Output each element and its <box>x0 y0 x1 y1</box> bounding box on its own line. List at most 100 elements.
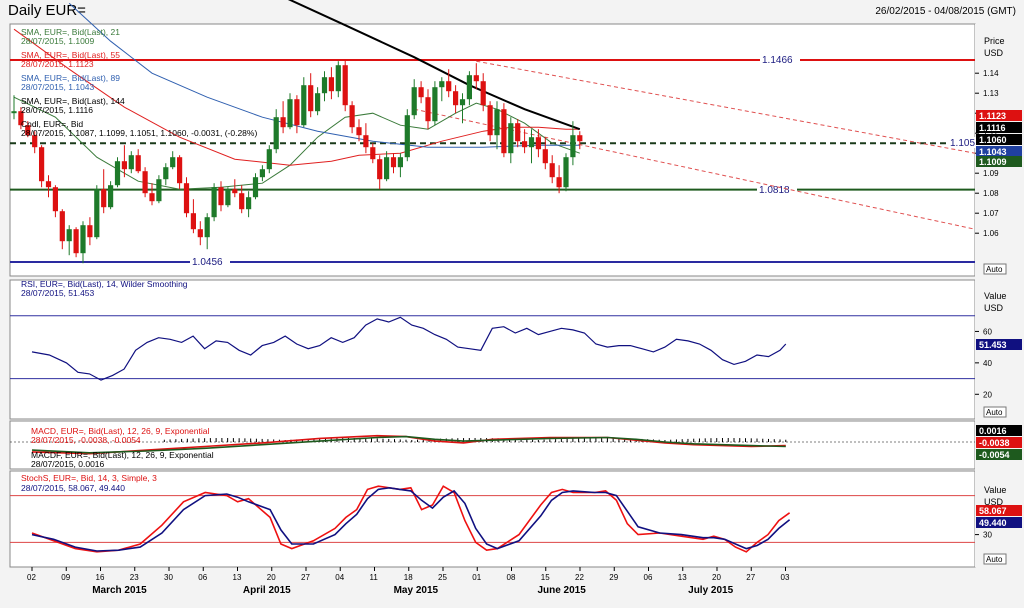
candle <box>87 225 93 238</box>
stoch-axis-unit: USD <box>984 497 1004 507</box>
candle <box>142 171 148 194</box>
price-badge <box>976 156 1022 167</box>
candle <box>321 77 328 94</box>
candle <box>197 229 203 238</box>
candle <box>239 193 245 210</box>
candle <box>252 177 259 198</box>
candle <box>25 125 31 136</box>
candle <box>515 123 521 142</box>
level-label: 1.1466 <box>762 55 793 66</box>
candle <box>301 85 307 126</box>
candle <box>114 161 121 186</box>
level-label-bg <box>757 184 797 195</box>
candle <box>342 65 348 106</box>
candle <box>18 111 24 126</box>
x-tick-label: 11 <box>370 573 379 582</box>
candle <box>273 117 279 150</box>
rsi-legend-label: RSI, EUR=, Bid(Last), 14, Wilder Smoothi… <box>21 279 188 289</box>
x-tick-label: 22 <box>575 573 584 582</box>
level-label: 1.105 <box>950 138 975 149</box>
sma-line <box>13 28 580 166</box>
level-label: 1.0456 <box>192 257 223 268</box>
macd-legend-label: MACDF, EUR=, Bid(Last), 12, 26, 9, Expon… <box>31 450 214 460</box>
candle <box>190 213 196 230</box>
candle <box>225 189 231 206</box>
candle <box>563 157 569 188</box>
x-tick-label: 02 <box>27 573 36 582</box>
candle <box>466 75 472 100</box>
candle <box>556 177 562 188</box>
stoch-badge <box>976 505 1022 516</box>
auto-button[interactable] <box>983 406 1007 418</box>
price-badge-label: 1.1123 <box>979 111 1006 121</box>
x-tick-label: 29 <box>609 573 618 582</box>
candle <box>246 197 252 210</box>
level-label-bg <box>190 256 230 267</box>
candle <box>66 229 72 242</box>
candle <box>94 189 100 238</box>
auto-button[interactable] <box>983 553 1007 565</box>
macd-chart: 0.0016 -0.0038 -0.0054 MACD, EUR=, Bid(Last… <box>10 425 1022 469</box>
price-axis-title: Price <box>984 36 1005 46</box>
candle <box>259 169 265 178</box>
candle <box>570 135 576 158</box>
candle <box>508 123 514 154</box>
price-badge-label: 1.1060 <box>979 135 1007 145</box>
candle <box>315 93 321 112</box>
rsi-tick-label: 60 <box>983 327 992 336</box>
x-tick-label: 15 <box>541 573 550 582</box>
rsi-tick-label: 40 <box>983 359 992 368</box>
price-badge <box>976 134 1022 145</box>
price-badge-label: 1.1009 <box>979 157 1007 167</box>
candle <box>384 157 390 180</box>
x-tick-label: 09 <box>61 573 70 582</box>
macd-badge-label: -0.0054 <box>979 450 1010 460</box>
candle <box>542 149 548 164</box>
x-month-label: June 2015 <box>537 585 586 596</box>
channel-line <box>414 108 976 230</box>
candle <box>211 187 217 218</box>
candle <box>432 87 438 122</box>
candles <box>11 59 583 264</box>
auto-button[interactable] <box>983 263 1007 275</box>
rsi-line <box>31 316 787 381</box>
x-tick-label: 08 <box>507 573 516 582</box>
price-tick-label: 1.11 <box>983 129 999 138</box>
candle <box>459 99 466 106</box>
candle <box>135 155 141 172</box>
candle <box>494 109 500 136</box>
candle <box>232 189 238 194</box>
candle <box>356 127 362 136</box>
candle <box>266 149 272 170</box>
x-month-label: May 2015 <box>394 585 439 596</box>
auto-label: Auto <box>986 265 1003 274</box>
panel-rsi <box>9 279 976 420</box>
chart-title: Daily EUR= <box>8 2 86 19</box>
price-tick-label: 1.06 <box>983 229 999 238</box>
macd-badge <box>976 437 1022 448</box>
x-tick-label: 27 <box>301 573 310 582</box>
candle <box>294 99 300 126</box>
legend-label: SMA, EUR=, Bid(Last), 89 <box>21 73 120 83</box>
legend-label: Cndl, EUR=, Bid <box>21 119 83 129</box>
x-month-label: April 2015 <box>243 585 291 596</box>
candle <box>418 87 424 98</box>
macd-badge <box>976 425 1022 436</box>
candle <box>377 159 383 180</box>
candle <box>425 97 431 122</box>
x-tick-label: 30 <box>164 573 173 582</box>
panel-price <box>9 23 976 277</box>
candle <box>522 141 528 148</box>
candle <box>397 157 403 168</box>
macd-badge-label: 0.0016 <box>979 426 1007 436</box>
candle <box>101 189 107 208</box>
macd-badge <box>976 449 1022 460</box>
stoch-tick-label: 30 <box>983 531 992 540</box>
candle <box>287 99 293 128</box>
rsi-badge-label: 51.453 <box>979 340 1007 350</box>
price-tick-label: 1.13 <box>983 89 999 98</box>
candle <box>73 229 79 254</box>
rsi-badge <box>976 339 1022 350</box>
